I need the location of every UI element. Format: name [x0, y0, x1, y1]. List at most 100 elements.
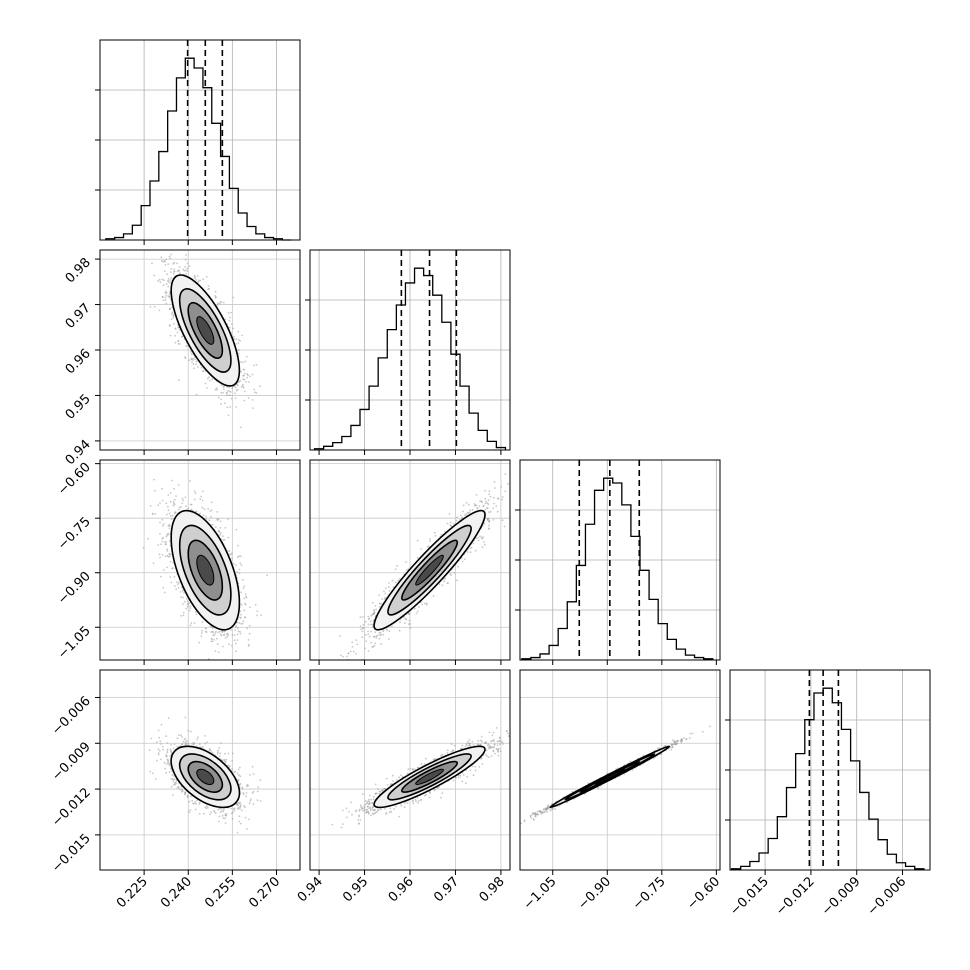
sample-point [242, 386, 245, 389]
sample-point [164, 541, 166, 544]
sample-point [168, 527, 171, 530]
sample-point [240, 603, 243, 606]
sample-point [249, 664, 251, 666]
sample-point [213, 634, 216, 637]
sample-point [165, 543, 167, 546]
sample-point [248, 381, 250, 383]
sample-point [222, 392, 225, 394]
sample-point [240, 623, 243, 625]
sample-point [246, 373, 249, 375]
sample-point [157, 544, 160, 546]
sample-point [162, 523, 165, 526]
histogram-panel-1 [305, 249, 511, 451]
panel-content [100, 460, 300, 666]
sample-point [378, 594, 380, 596]
density-contour-3 [196, 554, 215, 586]
sample-point [180, 506, 182, 509]
sample-point [185, 598, 188, 600]
sample-point [193, 498, 196, 501]
sample-point [167, 277, 170, 280]
sample-point [164, 299, 167, 301]
sample-point [211, 627, 214, 630]
sample-point [188, 359, 191, 362]
sample-point [254, 391, 256, 394]
sample-point [210, 501, 213, 504]
sample-point [234, 386, 237, 389]
sample-point [200, 635, 203, 637]
sample-point [240, 613, 243, 616]
sample-point [186, 345, 189, 347]
panel-frame [99, 39, 301, 241]
sample-point [185, 607, 188, 610]
sample-point [232, 335, 235, 338]
sample-point [237, 330, 240, 333]
sample-point [188, 265, 191, 268]
sample-point [236, 384, 239, 387]
sample-point [228, 643, 230, 646]
sample-point [189, 624, 192, 627]
sample-point [200, 495, 203, 498]
sample-point [242, 383, 244, 386]
sample-point [233, 634, 236, 637]
sample-point [163, 591, 166, 594]
sample-point [184, 258, 187, 261]
sample-point [174, 334, 177, 337]
sample-point [169, 279, 172, 281]
sample-point [434, 534, 437, 537]
sample-point [248, 644, 250, 647]
sample-point [170, 253, 172, 256]
sample-point [178, 379, 180, 382]
sample-point [217, 518, 220, 520]
sample-point [198, 641, 201, 644]
sample-point [188, 609, 191, 612]
sample-point [453, 572, 456, 574]
sample-point [253, 364, 256, 367]
sample-point [387, 586, 390, 588]
sample-point [162, 299, 165, 302]
sample-point [243, 399, 246, 402]
sample-point [217, 302, 219, 305]
sample-point [178, 266, 181, 268]
sample-point [234, 397, 237, 400]
sample-point [223, 402, 226, 405]
sample-point [164, 292, 167, 295]
sample-point [207, 508, 210, 510]
histogram-panel-3 [725, 669, 931, 871]
sample-point [246, 376, 249, 379]
sample-point [232, 327, 235, 330]
sample-point [184, 356, 187, 358]
sample-point [209, 379, 211, 382]
sample-point [200, 366, 203, 369]
sample-point [176, 581, 178, 583]
sample-point [190, 350, 192, 353]
sample-point [220, 384, 223, 387]
sample-point [237, 381, 240, 383]
sample-point [207, 288, 210, 291]
sample-point [168, 523, 171, 526]
sample-point [210, 515, 212, 518]
sample-point [230, 323, 233, 325]
sample-point [151, 512, 154, 515]
sample-point [207, 658, 210, 660]
sample-point [175, 495, 177, 497]
sample-point [231, 634, 234, 636]
sample-point [227, 414, 230, 417]
sample-point [204, 382, 207, 385]
sample-point [194, 492, 197, 495]
sample-point [186, 605, 189, 608]
sample-point [166, 548, 169, 551]
sample-point [169, 492, 172, 494]
sample-point [211, 630, 214, 633]
sample-point [149, 305, 152, 308]
sample-point [210, 509, 213, 511]
sample-point [249, 375, 251, 378]
sample-point [222, 388, 225, 390]
sample-point [172, 272, 175, 275]
sample-point [170, 312, 173, 315]
sample-point [398, 578, 401, 580]
sample-point [240, 370, 242, 373]
sample-point [189, 605, 192, 607]
sample-point [339, 635, 341, 637]
sample-point [243, 368, 246, 371]
